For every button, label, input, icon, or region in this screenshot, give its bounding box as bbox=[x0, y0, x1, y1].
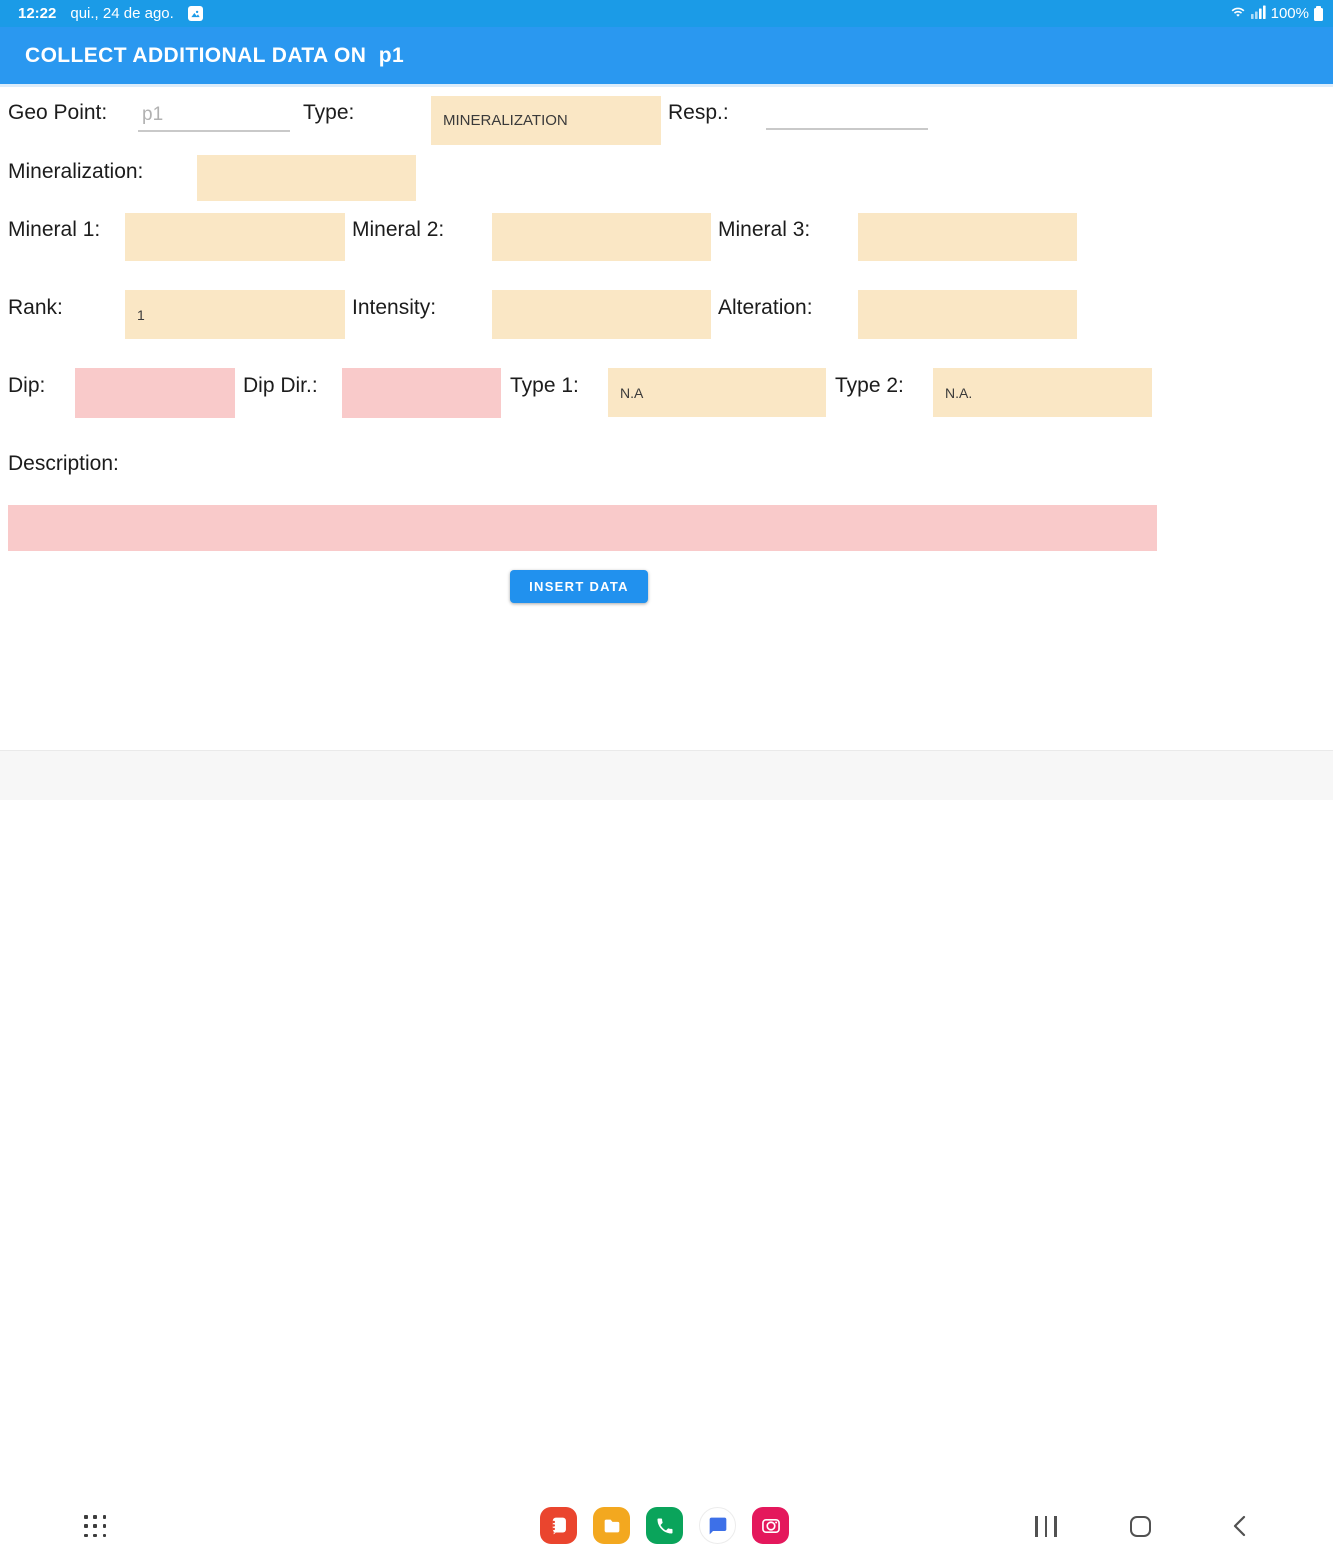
geo-point-label: Geo Point: bbox=[8, 101, 108, 124]
geo-point-input[interactable] bbox=[138, 104, 290, 132]
status-bar-left: 12:22 qui., 24 de ago. bbox=[18, 0, 203, 27]
alteration-input[interactable] bbox=[858, 290, 1077, 339]
wifi-icon bbox=[1230, 5, 1246, 23]
type2-label: Type 2: bbox=[835, 374, 904, 397]
alteration-label: Alteration: bbox=[718, 296, 813, 319]
resp-label: Resp.: bbox=[668, 101, 729, 124]
battery-icon bbox=[1314, 6, 1323, 21]
gallery-notification-icon bbox=[187, 6, 203, 21]
signal-bars-icon bbox=[1250, 5, 1266, 23]
back-button[interactable] bbox=[1227, 1514, 1251, 1538]
type-select[interactable] bbox=[431, 96, 661, 145]
type1-label: Type 1: bbox=[510, 374, 579, 397]
clock: 12:22 bbox=[18, 5, 57, 22]
mineral1-label: Mineral 1: bbox=[8, 218, 101, 241]
battery-percent: 100% bbox=[1270, 5, 1309, 22]
apps-grid-button[interactable] bbox=[84, 1515, 107, 1538]
rank-input[interactable] bbox=[125, 290, 345, 339]
description-input[interactable] bbox=[8, 505, 1157, 551]
mineralization-label: Mineralization: bbox=[8, 160, 144, 183]
dip-dir-input[interactable] bbox=[342, 368, 501, 418]
phone-app-icon[interactable] bbox=[646, 1507, 683, 1544]
contacts-app-icon[interactable] bbox=[540, 1507, 577, 1544]
type2-input[interactable] bbox=[933, 368, 1152, 417]
dip-input[interactable] bbox=[75, 368, 235, 418]
mineral3-label: Mineral 3: bbox=[718, 218, 811, 241]
dip-dir-label: Dip Dir.: bbox=[243, 374, 318, 397]
mineral2-input[interactable] bbox=[492, 213, 711, 261]
mineral1-input[interactable] bbox=[125, 213, 345, 261]
mineral3-input[interactable] bbox=[858, 213, 1077, 261]
recents-button[interactable] bbox=[1032, 1514, 1060, 1538]
intensity-label: Intensity: bbox=[352, 296, 437, 319]
mineral2-label: Mineral 2: bbox=[352, 218, 445, 241]
status-bar: 12:22 qui., 24 de ago. 100% bbox=[0, 0, 1333, 27]
status-bar-right: 100% bbox=[1230, 0, 1323, 27]
date: qui., 24 de ago. bbox=[70, 5, 174, 22]
camera-app-icon[interactable] bbox=[752, 1507, 789, 1544]
page-title: COLLECT ADDITIONAL DATA ON p1 bbox=[25, 43, 405, 67]
dip-label: Dip: bbox=[8, 374, 46, 397]
dock bbox=[540, 1507, 789, 1544]
resp-input[interactable] bbox=[766, 102, 928, 130]
system-nav-bar bbox=[0, 750, 1333, 1544]
mineralization-input[interactable] bbox=[197, 155, 416, 201]
intensity-input[interactable] bbox=[492, 290, 711, 339]
app-header: COLLECT ADDITIONAL DATA ON p1 bbox=[0, 27, 1333, 87]
messages-app-icon[interactable] bbox=[699, 1507, 736, 1544]
my-files-app-icon[interactable] bbox=[593, 1507, 630, 1544]
rank-label: Rank: bbox=[8, 296, 63, 319]
description-label: Description: bbox=[8, 452, 119, 475]
type-label: Type: bbox=[303, 101, 355, 124]
home-button[interactable] bbox=[1128, 1514, 1152, 1538]
type1-input[interactable] bbox=[608, 368, 826, 417]
insert-data-button[interactable]: INSERT DATA bbox=[510, 570, 648, 603]
